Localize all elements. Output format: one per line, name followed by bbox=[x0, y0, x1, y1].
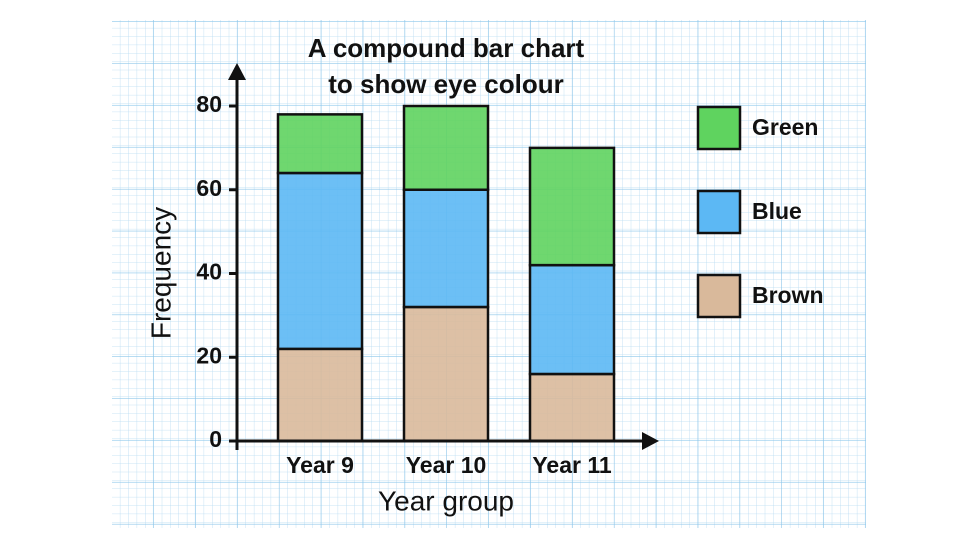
bar-segment bbox=[276, 113, 364, 175]
y-arrow bbox=[228, 63, 246, 80]
bar-segment bbox=[276, 347, 364, 443]
bar-segment bbox=[528, 263, 616, 376]
legend-swatch bbox=[696, 105, 742, 151]
y-axis-label: Frequency bbox=[145, 207, 176, 339]
y-tick-label: 20 bbox=[196, 342, 222, 368]
y-tick-label: 0 bbox=[209, 426, 222, 452]
y-tick-label: 60 bbox=[196, 175, 222, 201]
x-tick-label: Year 10 bbox=[406, 452, 487, 478]
legend-label: Blue bbox=[752, 198, 802, 224]
bar-segment bbox=[402, 104, 490, 191]
legend-label: Green bbox=[752, 114, 818, 140]
x-arrow bbox=[642, 432, 659, 450]
legend-label: Brown bbox=[752, 282, 824, 308]
bar-segment bbox=[276, 171, 364, 351]
bar-segment bbox=[528, 372, 616, 443]
bar-segment bbox=[402, 305, 490, 443]
y-tick-label: 80 bbox=[196, 91, 222, 117]
x-axis-label: Year group bbox=[378, 485, 514, 516]
y-tick-label: 40 bbox=[196, 259, 222, 285]
x-tick-label: Year 11 bbox=[532, 452, 612, 478]
bar-segment bbox=[402, 188, 490, 309]
chart-title: A compound bar chart to show eye colour bbox=[307, 33, 585, 99]
legend-swatch bbox=[696, 273, 742, 319]
x-tick-label: Year 9 bbox=[286, 452, 354, 478]
legend-swatch bbox=[696, 189, 742, 235]
bar-segment bbox=[528, 146, 616, 267]
